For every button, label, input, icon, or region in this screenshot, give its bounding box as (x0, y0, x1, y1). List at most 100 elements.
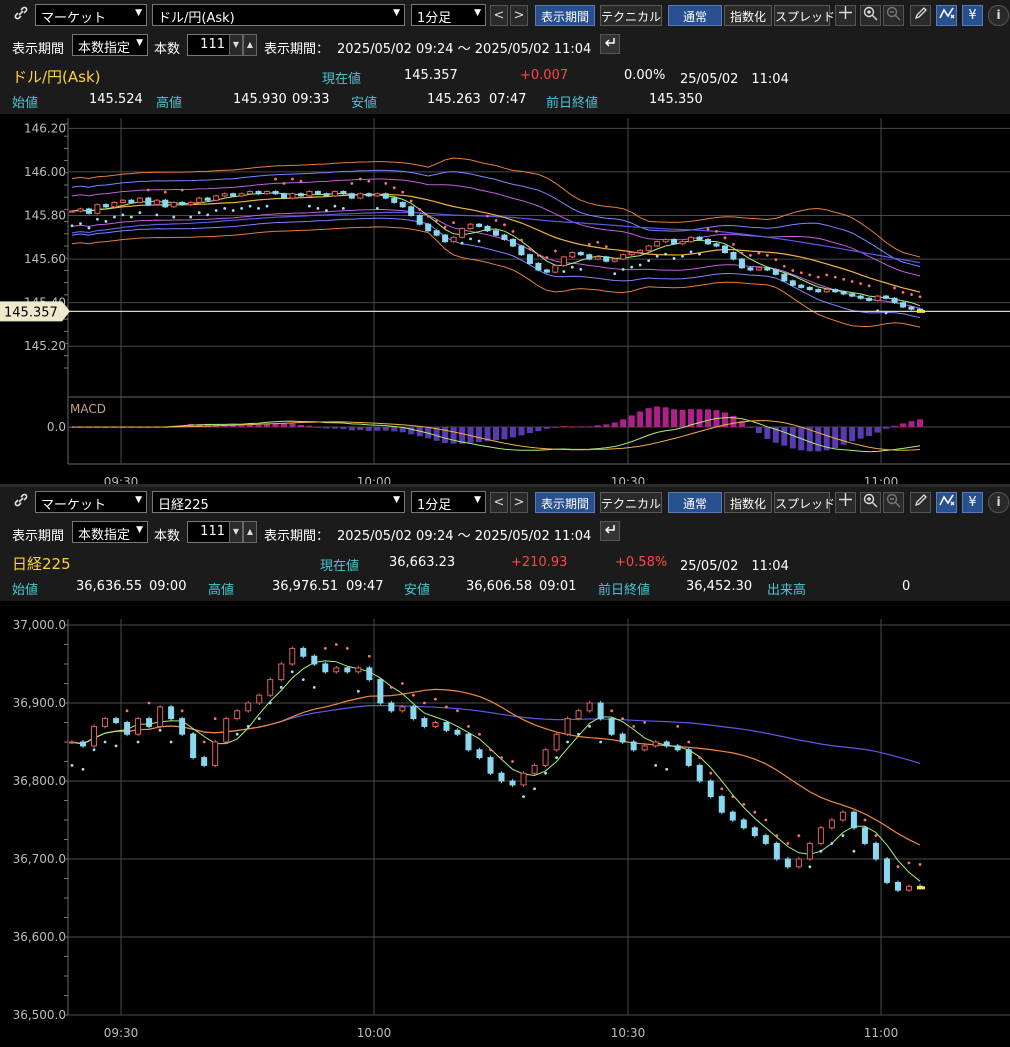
sar-dot (423, 701, 426, 705)
yen-icon[interactable]: ¥ (962, 492, 983, 513)
macd-histogram-bar (721, 412, 728, 427)
zoom-in-icon[interactable] (860, 5, 881, 26)
sar-dot (299, 179, 303, 183)
candle-body (111, 201, 118, 208)
link-icon[interactable] (10, 492, 31, 513)
count-input[interactable]: 111 (187, 34, 230, 56)
sar-dot (579, 267, 583, 271)
candle-body (823, 289, 830, 293)
normal-button[interactable]: 通常 (668, 5, 722, 26)
interval-select[interactable]: 1分足 ▼ (411, 491, 486, 513)
macd-histogram-bar (620, 419, 627, 427)
candle-body (77, 208, 84, 212)
zoom-in-icon[interactable] (860, 492, 881, 513)
zoom-out-icon[interactable] (883, 5, 904, 26)
count-label: 本数 (154, 529, 181, 544)
crosshair-icon[interactable] (835, 492, 856, 513)
candle-body (323, 193, 330, 197)
pencil-icon[interactable] (910, 492, 931, 513)
chart-type-icon[interactable] (936, 5, 957, 26)
macd-histogram-bar (272, 423, 279, 427)
y-tick-label: 36,900.0 (13, 696, 66, 710)
index-button[interactable]: 指数化 (724, 5, 772, 26)
sar-dot (511, 760, 514, 763)
candle-body (467, 223, 474, 230)
high-label: 高値 (156, 96, 183, 111)
sar-dot (70, 764, 74, 767)
candle-body (493, 230, 499, 236)
x-tick-label: 10:30 (611, 1026, 646, 1040)
link-icon[interactable] (10, 5, 31, 26)
zoom-out-icon[interactable] (883, 492, 904, 513)
candle-body (905, 885, 912, 891)
index-button[interactable]: 指数化 (724, 492, 772, 513)
yen-icon[interactable]: ¥ (962, 5, 983, 26)
high-time: 09:33 (292, 92, 330, 107)
candle-body (883, 858, 890, 883)
count-increment-button[interactable]: ▲ (243, 34, 257, 56)
pencil-icon[interactable] (910, 5, 931, 26)
count-increment-button[interactable]: ▲ (243, 521, 257, 543)
period-mode-select[interactable]: 本数指定 ▼ (72, 521, 148, 543)
candle-body (432, 722, 439, 727)
candle-body (679, 241, 686, 245)
technical-button[interactable]: テクニカル (600, 492, 662, 513)
count-decrement-button[interactable]: ▼ (229, 521, 243, 543)
spread-button[interactable]: スプレッド (774, 492, 835, 513)
prev-button[interactable]: < (490, 492, 508, 513)
market-select-value: マーケット (41, 498, 107, 513)
symbol-select[interactable]: 日経225 ▼ (152, 491, 405, 513)
long-ma-line (71, 211, 921, 264)
sar-dot (520, 238, 523, 242)
mid-ma-line (71, 193, 921, 293)
sar-dot (489, 748, 492, 752)
next-button[interactable]: > (510, 492, 528, 513)
sar-dot (500, 756, 503, 759)
spread-button[interactable]: スプレッド (774, 5, 835, 26)
market-select[interactable]: マーケット ▼ (35, 4, 147, 26)
candle-body (857, 295, 864, 299)
sar-dot (418, 208, 422, 211)
period-mode-select[interactable]: 本数指定 ▼ (72, 34, 148, 56)
period-button[interactable]: 表示期間 (535, 5, 595, 26)
candle-body (552, 265, 559, 273)
reset-icon[interactable] (600, 521, 620, 541)
crosshair-icon[interactable] (835, 5, 856, 26)
candle-body (314, 191, 321, 195)
sar-dot (610, 709, 614, 713)
sar-dot (555, 756, 558, 759)
sar-dot (257, 206, 260, 210)
macd-histogram-bar (196, 424, 203, 427)
info-icon[interactable]: i (988, 5, 1009, 26)
change-value: +0.007 (520, 68, 569, 83)
current-value: 36,663.23 (389, 555, 456, 570)
prev-close-value: 145.350 (649, 92, 703, 107)
sar-dot (460, 241, 464, 245)
info-icon[interactable]: i (988, 492, 1009, 513)
macd-histogram-bar (840, 427, 847, 445)
symbol-select[interactable]: ドル/円(Ask) ▼ (152, 4, 405, 26)
candle-body (170, 201, 177, 208)
sar-dot (367, 179, 371, 183)
market-select-value: マーケット (41, 11, 107, 26)
sar-dot (764, 818, 768, 822)
count-input[interactable]: 111 (187, 521, 230, 543)
prev-button[interactable]: < (490, 5, 508, 26)
next-button[interactable]: > (510, 5, 528, 26)
normal-button[interactable]: 通常 (668, 492, 722, 513)
candle-body (900, 302, 907, 308)
reset-icon[interactable] (600, 34, 620, 54)
candle-body (357, 193, 364, 199)
low-value: 145.263 (427, 92, 481, 107)
candle-body (433, 230, 440, 236)
interval-select[interactable]: 1分足 ▼ (411, 4, 486, 26)
period-button[interactable]: 表示期間 (535, 492, 595, 513)
sar-dot (654, 764, 658, 767)
candle-body (124, 722, 131, 735)
technical-button[interactable]: テクニカル (600, 5, 662, 26)
macd-histogram-bar (738, 420, 745, 427)
market-select[interactable]: マーケット ▼ (35, 491, 147, 513)
count-decrement-button[interactable]: ▼ (229, 34, 243, 56)
chart-type-icon[interactable] (936, 492, 957, 513)
macd-histogram-bar (866, 427, 873, 437)
